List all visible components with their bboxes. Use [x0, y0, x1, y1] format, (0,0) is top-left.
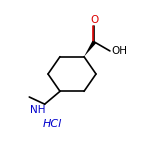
Text: NH: NH — [30, 105, 46, 115]
Text: HCl: HCl — [42, 119, 62, 129]
Text: OH: OH — [111, 46, 127, 56]
Text: O: O — [91, 16, 99, 25]
Polygon shape — [84, 41, 96, 57]
